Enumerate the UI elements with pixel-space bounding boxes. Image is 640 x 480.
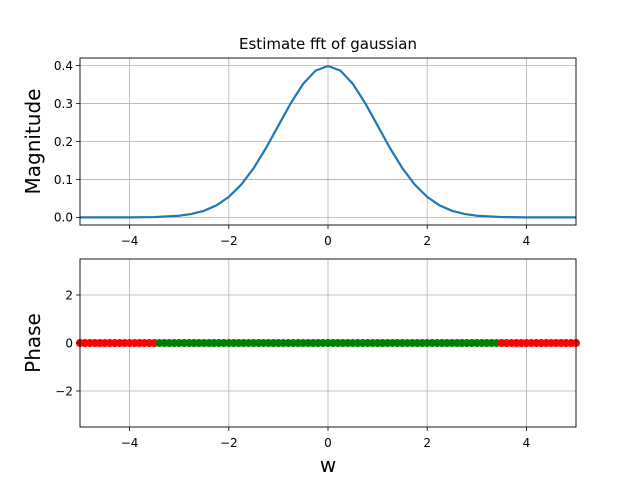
phase-x-tick-label: 4: [523, 436, 531, 450]
magnitude-y-tick-label: 0.3: [54, 97, 73, 111]
phase-x-tick-label: 0: [324, 436, 332, 450]
magnitude-x-tick-label: 0: [324, 234, 332, 248]
phase-x-ticks: −4 −2 0 2 4: [121, 427, 530, 450]
magnitude-x-tick-label: 2: [423, 234, 431, 248]
magnitude-x-tick-label: 4: [523, 234, 531, 248]
magnitude-y-tick-label: 0.0: [54, 211, 73, 225]
phase-x-tick-label: −2: [220, 436, 238, 450]
magnitude-x-tick-label: −4: [121, 234, 139, 248]
magnitude-y-ticks: 0.0 0.1 0.2 0.3 0.4: [54, 59, 80, 225]
phase-x-axis-label: w: [320, 453, 336, 477]
phase-x-tick-label: −4: [121, 436, 139, 450]
magnitude-series-line: [80, 64, 576, 219]
phase-y-axis-label: Phase: [21, 313, 45, 373]
magnitude-y-axis-label: Magnitude: [21, 89, 45, 195]
magnitude-title: Estimate fft of gaussian: [239, 35, 417, 53]
magnitude-x-ticks: −4 −2 0 2 4: [121, 225, 530, 248]
phase-y-ticks: −2 0 2: [55, 288, 80, 398]
phase-y-tick-label: 2: [65, 288, 73, 302]
phase-points: [76, 339, 580, 347]
magnitude-x-tick-label: −2: [220, 234, 238, 248]
magnitude-panel: Estimate fft of gaussian −4 −2 0 2 4 0.00.10…: [21, 35, 577, 248]
phase-panel: −4 −2 0 2 4 −2 0 2 Phase w: [21, 258, 580, 477]
phase-x-tick-label: 2: [423, 436, 431, 450]
phase-y-tick-label: −2: [55, 384, 73, 398]
magnitude-y-tick-label: 0.2: [54, 135, 73, 149]
magnitude-y-tick-label: 0.4: [54, 59, 73, 73]
phase-y-tick-label: 0: [65, 336, 73, 350]
magnitude-y-tick-label: 0.1: [54, 173, 73, 187]
